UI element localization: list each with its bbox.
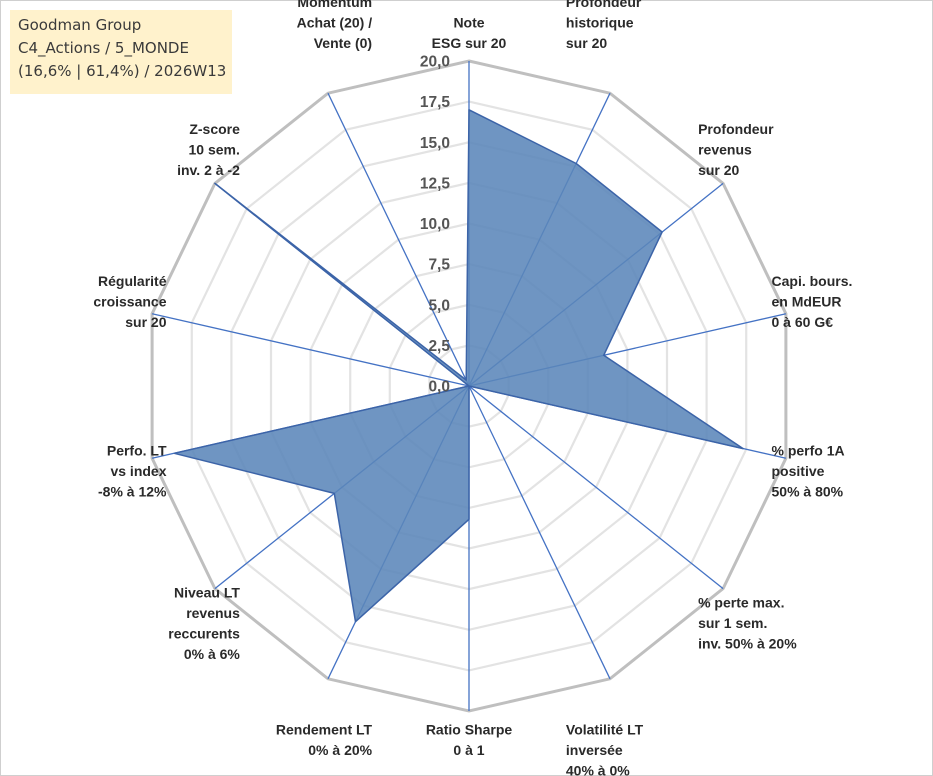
- axis-label-line: inv. 50% à 20%: [698, 636, 797, 652]
- axis-label-line: ESG sur 20: [432, 35, 507, 51]
- tick-label: 10,0: [420, 216, 450, 233]
- axis-label-line: Perfo. LT: [107, 442, 167, 458]
- axis-label-6: % perte max. sur 1 sem. inv. 50% à 20%: [698, 595, 797, 652]
- tick-label: 7,5: [428, 257, 450, 274]
- axis-label-4: Capi. bours. en MdEUR 0 à 60 G€: [772, 273, 853, 330]
- axis-spoke-6: [468, 385, 724, 590]
- axis-label-line: revenus: [186, 605, 240, 621]
- axis-label-11: Perfo. LT vs index -8% à 12%: [98, 442, 167, 499]
- tick-label: 12,5: [420, 175, 451, 192]
- axis-label-line: Note: [453, 15, 484, 31]
- axis-label-7: Volatilité LT inversée 40% à 0%: [566, 722, 644, 776]
- axis-label-line: historique: [566, 15, 634, 31]
- axis-label-9: Rendement LT 0% à 20%: [276, 722, 373, 759]
- tick-label: 5,0: [428, 297, 450, 314]
- axis-label-13: Z-score 10 sem. inv. 2 à -2: [177, 121, 240, 178]
- axis-label-line: % perte max.: [698, 595, 784, 611]
- axis-label-line: 50% à 80%: [772, 483, 844, 499]
- axis-label-line: Achat (20) /: [297, 15, 373, 31]
- axis-label-line: Z-score: [189, 121, 240, 137]
- info-box: Goodman Group C4_Actions / 5_MONDE (16,6…: [10, 10, 232, 94]
- tick-label: 20,0: [420, 54, 450, 71]
- axis-spoke-14: [327, 92, 470, 387]
- data-series-area: [173, 109, 744, 623]
- axis-label-line: sur 20: [125, 314, 166, 330]
- axis-label-2: Profondeur historique sur 20: [566, 0, 642, 51]
- axis-label-line: Ratio Sharpe: [426, 722, 513, 738]
- axis-label-line: 10 sem.: [189, 141, 240, 157]
- axis-label-line: Profondeur: [698, 121, 774, 137]
- axis-label-line: vs index: [110, 463, 166, 479]
- axis-label-line: reccurents: [168, 625, 240, 641]
- axis-label-line: Niveau LT: [174, 584, 240, 600]
- axis-label-12: Régularité croissance sur 20: [93, 273, 166, 330]
- axis-label-line: -8% à 12%: [98, 483, 167, 499]
- tick-label: 2,5: [428, 338, 450, 355]
- axis-label-line: 40% à 0%: [566, 763, 630, 776]
- axis-label-line: % perfo 1A: [772, 442, 845, 458]
- axis-label-line: Rendement LT: [276, 722, 373, 738]
- axis-label-line: inversée: [566, 742, 623, 758]
- axis-label-line: sur 20: [566, 35, 607, 51]
- axis-spoke-12: [151, 313, 470, 387]
- axis-label-line: 0% à 6%: [184, 646, 241, 662]
- axis-label-3: Profondeur revenus sur 20: [698, 121, 774, 178]
- axis-label-line: 0% à 20%: [308, 742, 372, 758]
- axis-label-line: 0 à 1: [453, 742, 484, 758]
- axis-label-line: Vente (0): [314, 35, 372, 51]
- axis-label-10: Niveau LT revenus reccurents 0% à 6%: [168, 584, 240, 662]
- axis-label-line: en MdEUR: [772, 294, 842, 310]
- axis-label-line: revenus: [698, 141, 752, 157]
- radar-tick-labels: 0,0 2,5 5,0 7,5 10,0 12,5 15,0 17,5 20,0: [420, 54, 451, 396]
- axis-label-line: croissance: [93, 294, 166, 310]
- tick-label: 15,0: [420, 135, 450, 152]
- axis-label-line: Momentum: [297, 0, 372, 10]
- axis-label-line: Profondeur: [566, 0, 642, 10]
- axis-label-1: Note ESG sur 20: [432, 15, 507, 52]
- info-category: C4_Actions / 5_MONDE: [18, 39, 189, 57]
- axis-label-5: % perfo 1A positive 50% à 80%: [772, 442, 845, 499]
- axis-label-14: Momentum Achat (20) / Vente (0): [297, 0, 373, 51]
- axis-label-line: Capi. bours.: [772, 273, 853, 289]
- info-title: Goodman Group: [18, 16, 142, 34]
- axis-label-line: sur 20: [698, 162, 739, 178]
- tick-label: 17,5: [420, 94, 451, 111]
- axis-label-line: Régularité: [98, 273, 167, 289]
- axis-label-8: Ratio Sharpe 0 à 1: [426, 722, 513, 759]
- axis-label-line: sur 1 sem.: [698, 615, 767, 631]
- radar-axis-labels: Note ESG sur 20 Profondeur historique sur 20…: [93, 0, 852, 776]
- info-stats: (16,6% | 61,4%) / 2026W13: [18, 62, 227, 80]
- axis-label-line: 0 à 60 G€: [772, 314, 834, 330]
- axis-label-line: Volatilité LT: [566, 722, 644, 738]
- axis-label-line: positive: [772, 463, 825, 479]
- axis-label-line: inv. 2 à -2: [177, 162, 240, 178]
- radar-series: [173, 109, 744, 623]
- axis-spoke-7: [468, 385, 611, 680]
- tick-label: 0,0: [428, 379, 450, 396]
